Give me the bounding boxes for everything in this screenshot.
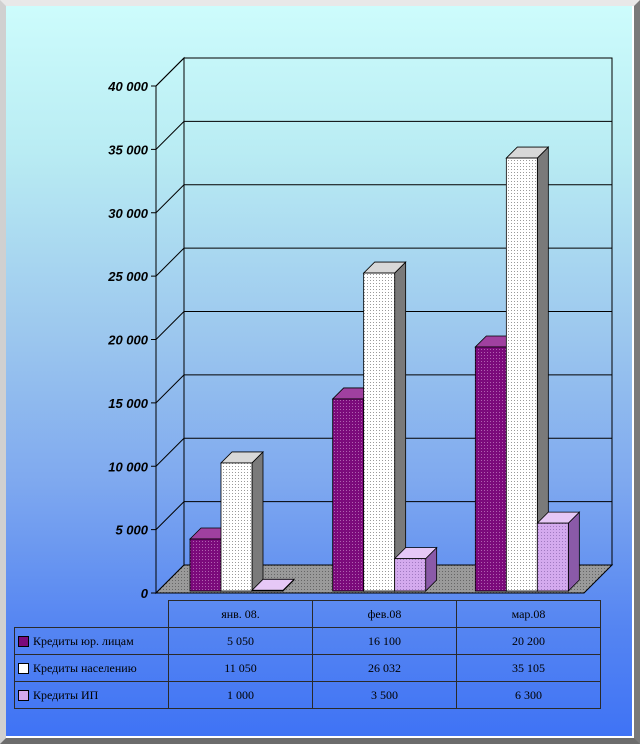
bar: [536, 522, 569, 592]
table-row: Кредиты населению 11 050 26 032 35 105: [14, 654, 601, 682]
legend-swatch: [18, 636, 29, 648]
y-axis: 0 5 000 10 000 15 000 20 000 25 000 30 000 35 0…: [107, 79, 149, 601]
gridline: [155, 501, 185, 530]
y-tick-label: 10 000: [108, 459, 149, 474]
gridline: [155, 247, 185, 277]
bar: [332, 398, 365, 592]
y-tick-label: 40 000: [107, 79, 149, 94]
category-label: фев.08: [312, 600, 457, 628]
table-cell: 11 050: [168, 654, 313, 682]
y-tick-label: 35 000: [108, 142, 149, 157]
legend-entry: Кредиты ИП: [14, 681, 169, 709]
table-row: Кредиты юр. лицам 5 050 16 100 20 200: [14, 627, 601, 655]
bar-side: [251, 450, 264, 592]
table-cell: 16 100: [312, 627, 457, 655]
legend-entry: Кредиты населению: [14, 654, 169, 682]
gridline: [155, 121, 185, 150]
table-header-row: янв. 08. фев.08 мар.08: [14, 600, 601, 628]
gridline: [155, 374, 185, 404]
table-row: Кредиты ИП 1 000 3 500 6 300: [14, 681, 601, 709]
legend-swatch: [18, 663, 29, 675]
table-cell: 5 050: [168, 627, 313, 655]
y-tick-label: 30 000: [108, 206, 149, 221]
y-tick-label: 20 000: [107, 333, 149, 348]
table-cell: 20 200: [456, 627, 601, 655]
table-cell: 26 032: [312, 654, 457, 682]
gridline: [155, 311, 185, 340]
y-tick-label: 0: [141, 586, 149, 601]
table-cell: 6 300: [456, 681, 601, 709]
bar: [505, 157, 538, 592]
bar: [474, 346, 507, 592]
gridline: [155, 437, 185, 467]
legend-swatch: [18, 690, 29, 702]
bars: [189, 146, 581, 592]
category-label: янв. 08.: [168, 600, 313, 628]
bar: [220, 462, 253, 592]
y-tick-label: 5 000: [115, 523, 148, 538]
category-label: мар.08: [456, 600, 601, 628]
chart-area: 0 5 000 10 000 15 000 20 000 25 000 30 000 35 0…: [6, 6, 632, 736]
table-corner: [14, 600, 169, 628]
bar-side: [567, 511, 580, 592]
legend-entry: Кредиты юр. лицам: [14, 627, 169, 655]
bar-side: [394, 261, 407, 592]
legend-label: Кредиты ИП: [33, 687, 99, 702]
gridline: [155, 57, 185, 87]
gridline: [155, 184, 185, 214]
table-cell: 1 000: [168, 681, 313, 709]
y-tick-label: 25 000: [107, 269, 149, 284]
legend-label: Кредиты населению: [33, 660, 137, 675]
bar: [363, 272, 396, 592]
bar-chart: 0 5 000 10 000 15 000 20 000 25 000 30 000 35 0…: [107, 56, 614, 601]
table-cell: 3 500: [312, 681, 457, 709]
y-tick-label: 15 000: [108, 396, 149, 411]
bar: [394, 558, 427, 592]
bar: [189, 538, 222, 592]
data-table: янв. 08. фев.08 мар.08 Кредиты юр. лицам…: [14, 600, 601, 709]
table-cell: 35 105: [456, 654, 601, 682]
legend-label: Кредиты юр. лицам: [33, 633, 134, 648]
bar: [251, 589, 284, 592]
